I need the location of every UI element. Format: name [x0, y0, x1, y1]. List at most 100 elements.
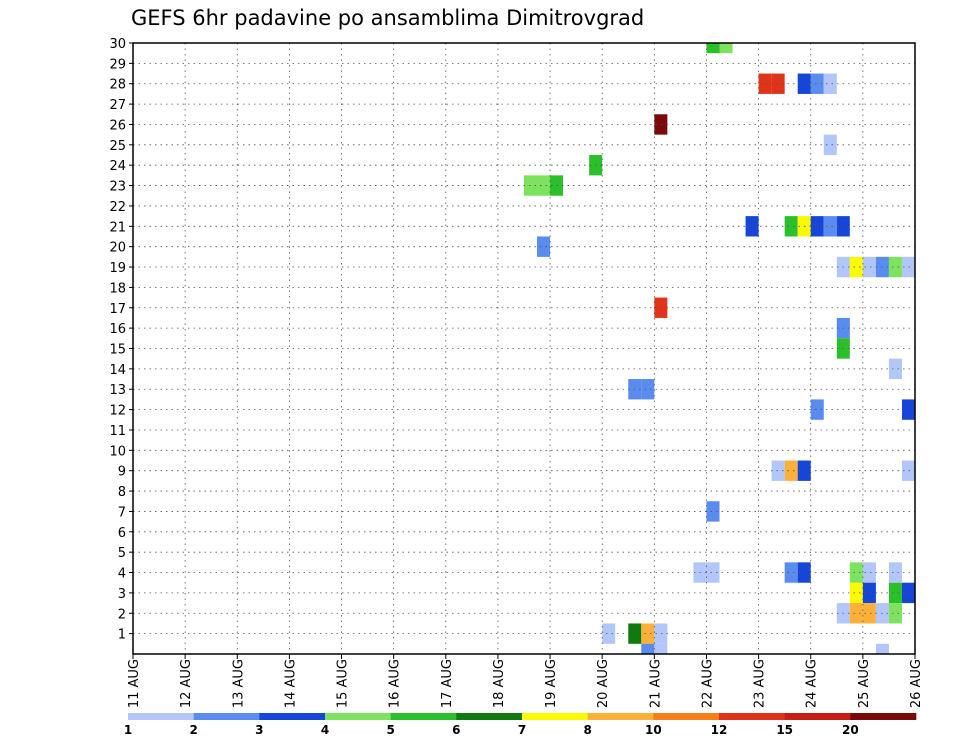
heatmap-cell: [706, 501, 720, 522]
heatmap-cell: [654, 114, 668, 135]
y-axis: 1234567891011121314151617181920212223242…: [109, 37, 133, 643]
heatmap-cell: [706, 562, 720, 583]
heatmap-cell: [654, 643, 668, 654]
legend-label: 12: [711, 723, 728, 737]
x-tick-label: 24 AUG: [805, 659, 820, 708]
heatmap-cell: [823, 216, 837, 237]
heatmap-cell: [849, 562, 863, 583]
heatmap-cell: [537, 236, 551, 257]
legend-label: 1: [124, 723, 132, 737]
heatmap-cell: [888, 582, 902, 604]
y-tick-label: 10: [109, 444, 126, 459]
x-axis: 11 AUG 12 AUG 13 AUG 14 AUG 15 AUG 16 AUG 17 A…: [127, 654, 924, 708]
grid-layer: [133, 42, 915, 654]
heatmap-cell: [810, 73, 824, 94]
y-tick-label: 24: [109, 159, 126, 174]
heatmap-cell: [888, 562, 902, 583]
x-tick-label: 17 AUG: [440, 659, 455, 708]
y-tick-label: 11: [109, 424, 126, 439]
x-tick-label: 20 AUG: [596, 659, 611, 708]
heatmap-cell: [823, 134, 837, 156]
y-tick-label: 1: [118, 628, 126, 643]
y-tick-label: 9: [118, 465, 126, 480]
heatmap-cell: [654, 623, 668, 644]
heatmap-cell: [823, 73, 837, 94]
x-tick-label: 26 AUG: [909, 659, 924, 708]
heatmap-cell: [706, 43, 720, 54]
x-tick-label: 11 AUG: [127, 659, 142, 708]
heatmap-cell: [810, 216, 824, 237]
heatmap-cell: [901, 582, 915, 604]
legend-swatch: [128, 713, 194, 720]
legend-swatch: [653, 713, 720, 720]
heatmap-cell: [654, 297, 668, 318]
x-tick-label: 14 AUG: [283, 659, 298, 708]
y-tick-label: 6: [118, 526, 126, 541]
y-tick-label: 30: [109, 37, 126, 52]
legend-label: 8: [583, 723, 591, 737]
x-tick-label: 13 AUG: [231, 659, 246, 708]
legend-label: 20: [842, 723, 859, 737]
legend-swatch: [522, 713, 588, 720]
legend-swatch: [325, 713, 391, 720]
y-tick-label: 3: [118, 587, 126, 602]
y-tick-label: 13: [109, 383, 126, 398]
heatmap-cell: [641, 643, 655, 654]
heatmap-cell: [875, 643, 889, 654]
x-tick-label: 16 AUG: [388, 659, 403, 708]
legend-swatch: [390, 713, 457, 720]
heatmap-cell: [862, 582, 876, 604]
legend-swatch: [193, 713, 260, 720]
heatmap-cell: [888, 256, 902, 278]
heatmap-cell: [524, 175, 538, 196]
y-tick-label: 27: [109, 98, 126, 113]
x-tick-label: 18 AUG: [492, 659, 507, 708]
legend-swatch: [456, 713, 523, 720]
y-tick-label: 29: [109, 57, 126, 72]
heatmap-cell: [849, 603, 863, 624]
heatmap-cell: [849, 256, 863, 278]
heatmap-cell: [862, 256, 876, 278]
x-tick-label: 23 AUG: [753, 659, 768, 708]
x-tick-label: 22 AUG: [700, 659, 715, 708]
y-tick-label: 8: [118, 485, 126, 500]
legend-label: 7: [518, 723, 526, 737]
heatmap-cell: [784, 562, 798, 583]
legend-label: 15: [776, 723, 793, 737]
y-tick-label: 26: [109, 118, 126, 133]
heatmap-cell: [771, 460, 785, 481]
heatmap-cell: [862, 562, 876, 583]
y-tick-label: 22: [109, 200, 126, 215]
cells-layer: [524, 43, 915, 654]
heatmap-cell: [888, 603, 902, 624]
y-tick-label: 15: [109, 343, 126, 358]
heatmap-cell: [641, 623, 655, 644]
legend-label: 4: [321, 723, 329, 737]
legend-label: 10: [645, 723, 662, 737]
legend-swatch: [784, 713, 851, 720]
x-tick-label: 19 AUG: [544, 659, 559, 708]
y-tick-label: 4: [118, 567, 126, 582]
chart-title: GEFS 6hr padavine po ansamblima Dimitrov…: [131, 6, 645, 30]
heatmap-cell: [537, 175, 551, 196]
legend-swatch: [719, 713, 785, 720]
legend-label: 6: [452, 723, 460, 737]
x-tick-label: 21 AUG: [648, 659, 663, 708]
heatmap-cell: [758, 73, 772, 94]
y-tick-label: 12: [109, 404, 126, 419]
legend-swatch: [259, 713, 326, 720]
heatmap-cell: [901, 256, 915, 278]
heatmap-cell: [719, 43, 733, 54]
y-tick-label: 19: [109, 261, 126, 276]
legend-label: 2: [189, 723, 197, 737]
heatmap-cell: [784, 460, 798, 481]
x-tick-label: 25 AUG: [857, 659, 872, 708]
y-tick-label: 18: [109, 281, 126, 296]
legend-swatch: [587, 713, 654, 720]
heatmap-cell: [810, 399, 824, 420]
legend: 1 2 3 4 5 6 7 8 10 12 15 20: [124, 713, 917, 737]
heatmap-cell: [849, 582, 863, 604]
y-tick-label: 28: [109, 78, 126, 93]
y-tick-label: 16: [109, 322, 126, 337]
